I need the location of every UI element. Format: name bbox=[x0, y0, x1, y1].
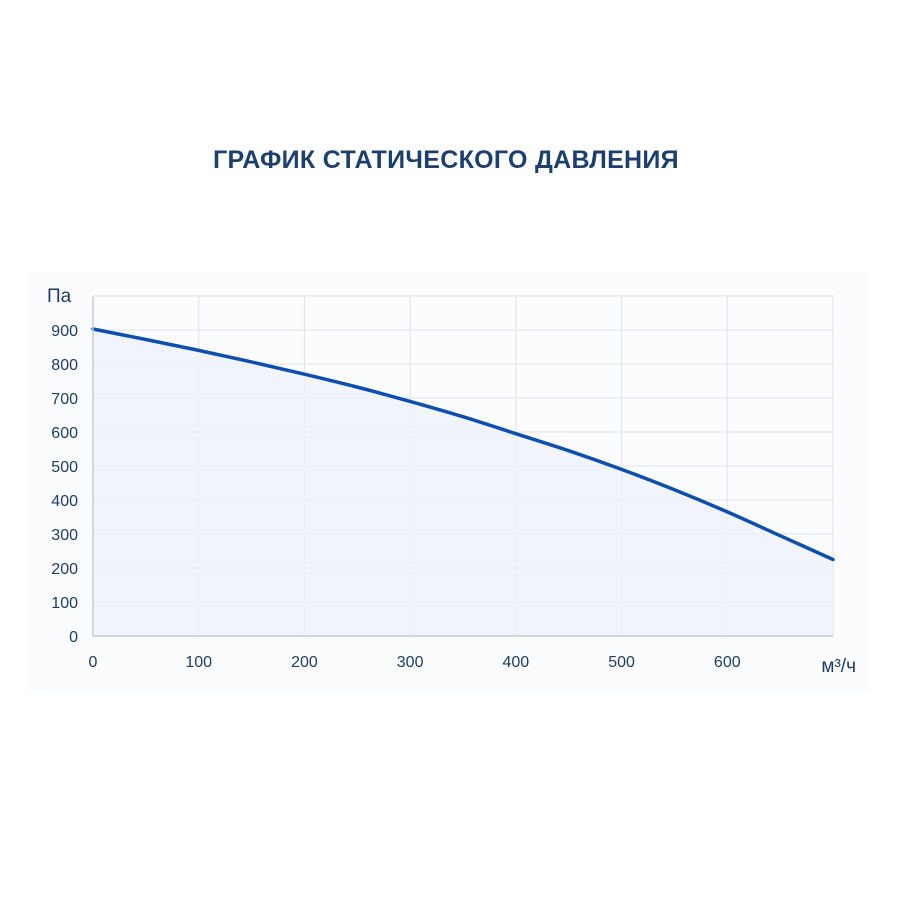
y-tick-label: 700 bbox=[51, 391, 78, 408]
y-tick-label: 800 bbox=[51, 357, 78, 374]
x-tick-label: 0 bbox=[89, 654, 98, 671]
x-tick-label: 400 bbox=[503, 654, 530, 671]
chart-title: ГРАФИК СТАТИЧЕСКОГО ДАВЛЕНИЯ bbox=[213, 146, 679, 174]
y-tick-label: 500 bbox=[51, 459, 78, 476]
y-tick-label: 0 bbox=[69, 629, 78, 646]
y-tick-label: 400 bbox=[51, 493, 78, 510]
y-tick-label: 900 bbox=[51, 323, 78, 340]
axes bbox=[92, 296, 833, 637]
curve-area-fill bbox=[93, 328, 833, 636]
y-axis-label: Па bbox=[47, 286, 72, 307]
x-axis-label: м³/ч bbox=[821, 656, 856, 677]
pressure-curve-line bbox=[91, 327, 835, 562]
x-tick-label: 600 bbox=[714, 654, 741, 671]
x-tick-label: 300 bbox=[397, 654, 424, 671]
tick-labels: 0 100 200 300 400 500 600 700 800 900 0 100 200 300 40… bbox=[51, 323, 740, 671]
y-tick-label: 600 bbox=[51, 425, 78, 442]
x-tick-label: 200 bbox=[291, 654, 318, 671]
y-tick-label: 200 bbox=[51, 561, 78, 578]
y-tick-label: 100 bbox=[51, 595, 78, 612]
y-tick-label: 300 bbox=[51, 527, 78, 544]
x-tick-label: 500 bbox=[608, 654, 635, 671]
x-tick-label: 100 bbox=[185, 654, 212, 671]
